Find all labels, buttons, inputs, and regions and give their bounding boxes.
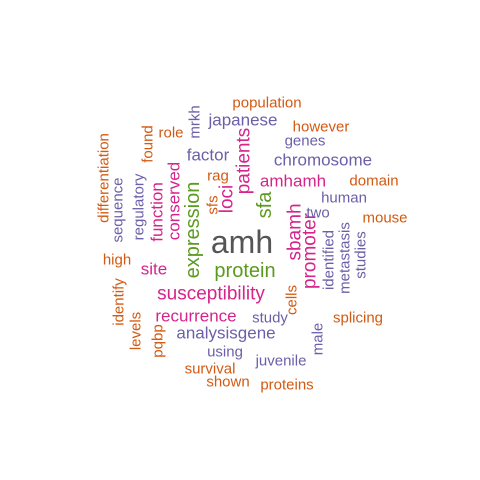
word-levels: levels: [127, 311, 145, 351]
word-found: found: [139, 125, 157, 163]
word-metastasis: metastasis: [336, 222, 354, 294]
word-susceptibility: susceptibility: [157, 283, 265, 305]
word-promoter: promoter: [299, 212, 321, 290]
word-male: male: [309, 322, 327, 356]
word-identify: identify: [110, 278, 128, 326]
word-mrkh: mrkh: [186, 105, 204, 139]
word-analysisgene: analysisgene: [176, 323, 276, 343]
word-pqbp: pqbp: [149, 324, 167, 358]
word-studies: studies: [352, 231, 370, 279]
word-differentiation: differentiation: [95, 133, 113, 223]
word-genes: genes: [284, 132, 326, 150]
word-cells: cells: [283, 284, 301, 316]
word-role: role: [158, 124, 184, 142]
word-shown: shown: [206, 373, 250, 391]
word-sfs: sfs: [204, 195, 222, 215]
word-site: site: [140, 259, 168, 279]
word-chromosome: chromosome: [273, 150, 373, 170]
word-two: two: [306, 204, 330, 222]
word-high: high: [102, 251, 132, 269]
word-japanese: japanese: [208, 110, 278, 130]
word-amh: amh: [210, 224, 274, 260]
word-proteins: proteins: [260, 376, 314, 394]
word-splicing: splicing: [332, 309, 384, 327]
word-patients: patients: [233, 127, 255, 195]
word-human: human: [321, 189, 367, 207]
word-sequence: sequence: [109, 177, 127, 243]
word-protein: protein: [214, 260, 276, 282]
word-rag: rag: [207, 167, 229, 185]
word-survival: survival: [184, 360, 236, 378]
word-domain: domain: [349, 172, 399, 190]
word-recurrence: recurrence: [155, 306, 237, 326]
word-juvenile: juvenile: [255, 352, 307, 370]
word-factor: factor: [186, 145, 230, 165]
word-population: population: [232, 94, 302, 112]
word-expression: expression: [182, 181, 204, 279]
word-identified: identified: [320, 229, 338, 291]
word-conserved: conserved: [164, 161, 184, 241]
word-regulatory: regulatory: [130, 173, 148, 241]
word-sfa: sfa: [254, 191, 276, 219]
word-amhamh: amhamh: [259, 171, 327, 191]
word-using: using: [207, 343, 243, 361]
word-however: however: [292, 118, 350, 136]
word-mouse: mouse: [362, 209, 408, 227]
word-study: study: [252, 309, 288, 327]
word-function: function: [147, 182, 167, 242]
